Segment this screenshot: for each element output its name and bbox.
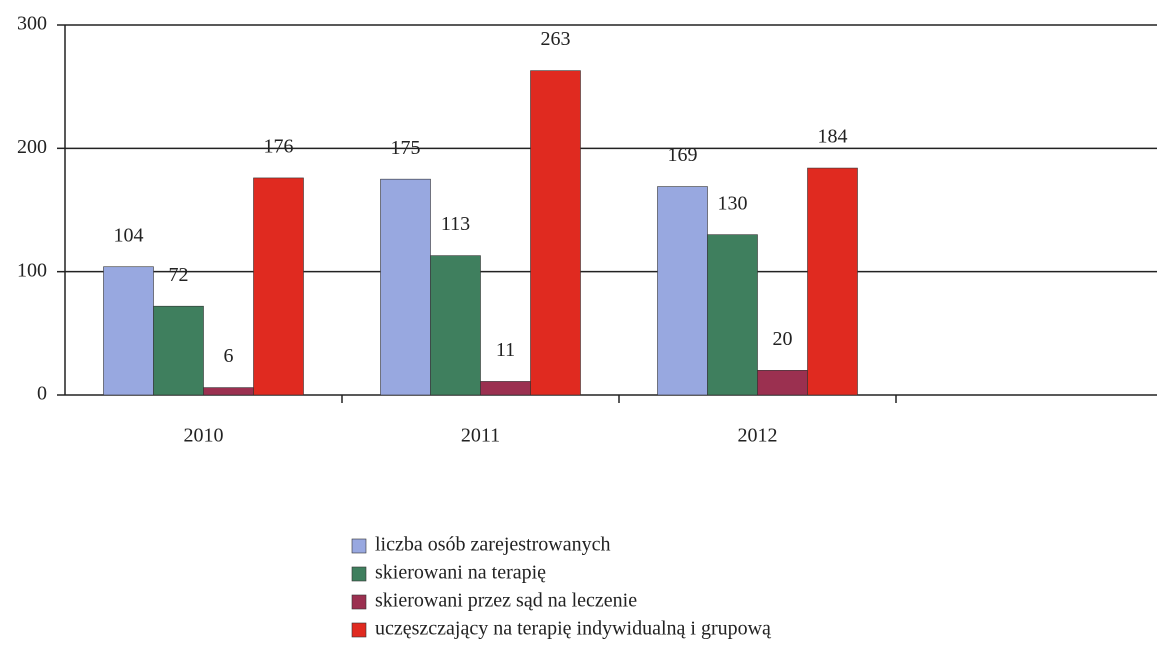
value-label: 20	[773, 328, 793, 350]
x-tick-label: 2011	[461, 425, 500, 447]
legend-swatch	[351, 594, 367, 610]
bar	[807, 167, 858, 396]
legend-swatch	[351, 566, 367, 582]
bar	[103, 266, 154, 396]
bar	[380, 178, 431, 396]
legend-swatch	[351, 622, 367, 638]
bar	[530, 70, 581, 396]
x-tick-label: 2010	[184, 425, 224, 447]
value-label: 130	[718, 192, 748, 214]
legend-swatch	[351, 538, 367, 554]
y-tick-label: 200	[17, 136, 47, 158]
bar	[430, 255, 481, 396]
y-tick-label: 100	[17, 259, 47, 281]
value-label: 263	[541, 28, 571, 50]
value-label: 175	[391, 137, 421, 159]
value-label: 169	[668, 144, 698, 166]
value-label: 72	[169, 264, 189, 286]
value-label: 184	[818, 126, 848, 148]
legend-label: skierowani na terapię	[375, 562, 546, 584]
legend-label: liczba osób zarejestrowanych	[375, 534, 610, 556]
bar	[203, 387, 254, 396]
legend-label: skierowani przez sąd na leczenie	[375, 590, 637, 612]
bar	[757, 370, 808, 396]
y-tick-label: 300	[17, 13, 47, 35]
value-label: 104	[114, 224, 144, 246]
value-label: 176	[264, 136, 294, 158]
bar	[480, 381, 531, 396]
value-label: 113	[441, 213, 470, 235]
x-tick-label: 2012	[738, 425, 778, 447]
y-tick-label: 0	[37, 383, 47, 405]
value-label: 11	[496, 339, 515, 361]
bar	[153, 305, 204, 396]
bar	[253, 177, 304, 396]
value-label: 6	[224, 345, 234, 367]
legend-label: uczęszczający na terapię indywidualną i …	[375, 618, 772, 640]
bar	[707, 234, 758, 396]
bar	[657, 186, 708, 396]
